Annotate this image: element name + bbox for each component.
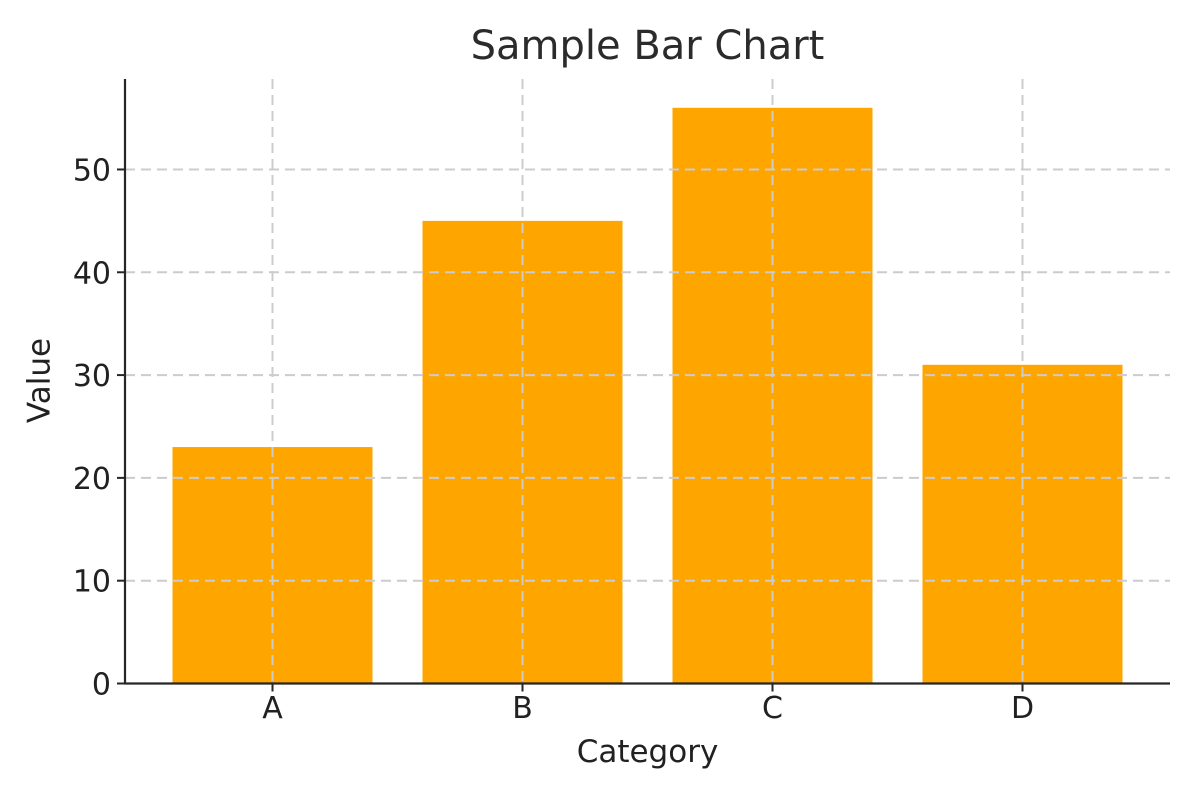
x-tick-label-A: A	[262, 691, 283, 726]
chart-title: Sample Bar Chart	[470, 23, 825, 69]
y-tick-label-40: 40	[73, 256, 111, 291]
bar-D	[922, 364, 1123, 684]
x-axis-label: Category	[576, 734, 719, 770]
x-tick-label-B: B	[512, 691, 533, 726]
y-tick-label-50: 50	[73, 153, 111, 188]
x-tick-label-C: C	[762, 691, 783, 726]
y-tick-label-10: 10	[73, 565, 111, 600]
bar-C	[672, 107, 873, 684]
x-tick-label-D: D	[1011, 691, 1034, 726]
y-tick-label-0: 0	[92, 668, 111, 703]
y-tick-label-20: 20	[73, 462, 111, 497]
y-tick-label-30: 30	[73, 359, 111, 394]
